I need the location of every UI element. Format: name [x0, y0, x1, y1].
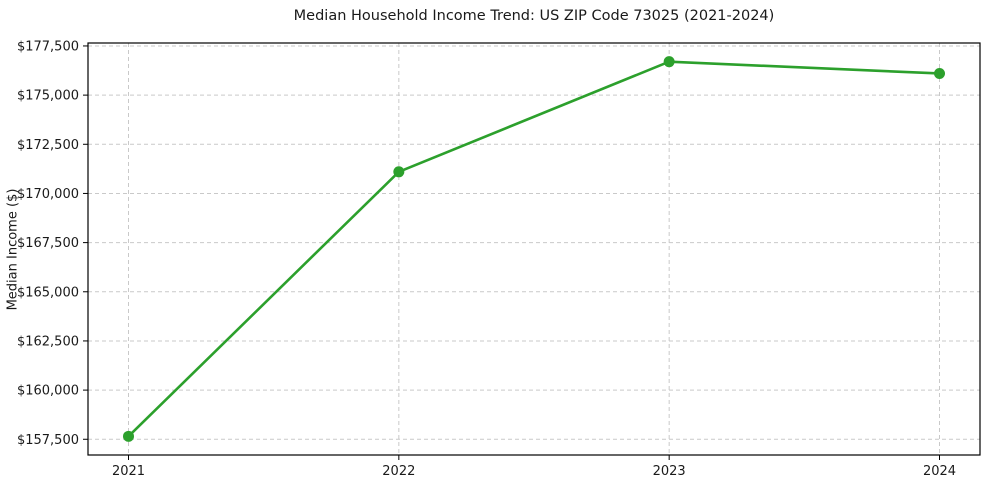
trend-line — [127, 60, 941, 438]
y-tick-label: $162,500 — [17, 334, 79, 349]
x-tick-label: 2021 — [112, 464, 145, 479]
y-tick-label: $172,500 — [17, 138, 79, 153]
y-tick-label: $170,000 — [17, 187, 79, 202]
x-tick-label: 2024 — [923, 464, 956, 479]
data-point-marker — [663, 56, 675, 68]
data-point-marker — [123, 430, 134, 442]
y-tick-label: $165,000 — [17, 285, 79, 300]
y-tick-label: $160,000 — [17, 384, 79, 399]
y-axis-label: Median Income ($) — [0, 43, 26, 455]
data-point-marker — [393, 166, 405, 178]
y-tick-label: $167,500 — [17, 236, 79, 251]
x-tick-label: 2023 — [653, 464, 686, 479]
y-tick-label: $177,500 — [17, 39, 79, 54]
data-point-marker — [934, 67, 945, 79]
axes-frame — [87, 42, 981, 456]
chart-title: Median Household Income Trend: US ZIP Co… — [293, 8, 775, 24]
y-axis-label-text: Median Income ($) — [5, 188, 21, 310]
y-tick-label: $157,500 — [17, 433, 79, 448]
x-tick-label: 2022 — [382, 464, 415, 479]
plot-background — [88, 43, 980, 455]
y-tick-label: $175,000 — [17, 89, 79, 104]
